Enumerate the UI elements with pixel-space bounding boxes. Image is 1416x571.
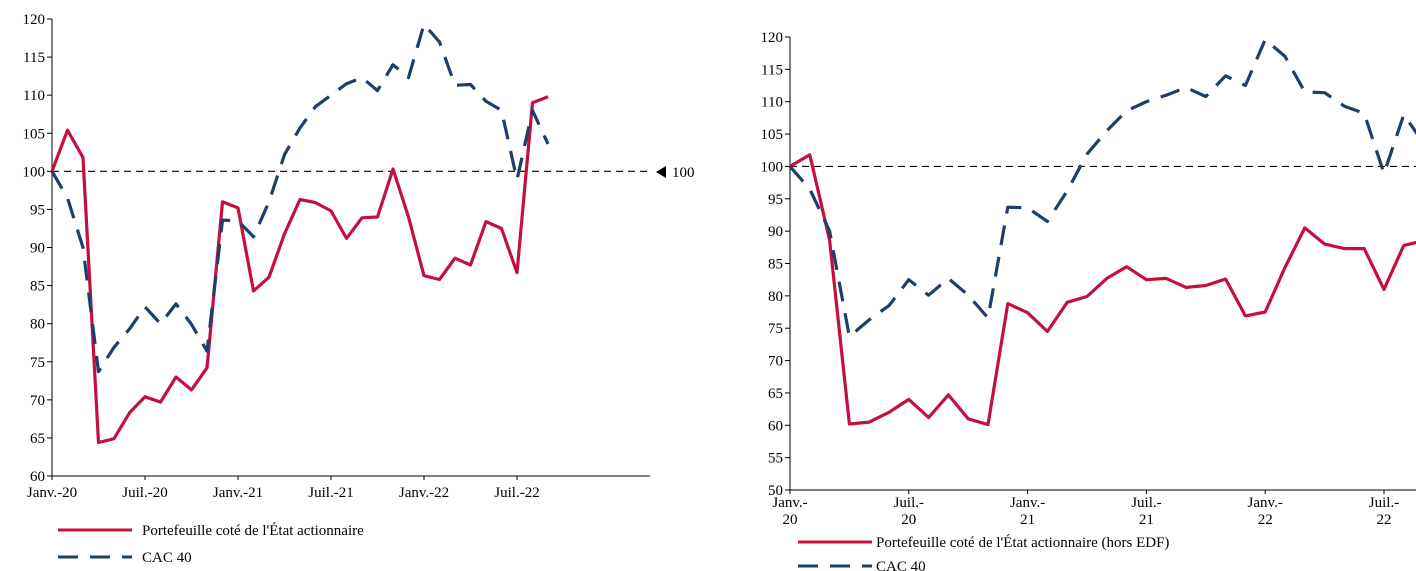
left-legend: Portefeuille coté de l'État actionnaire … <box>58 522 364 566</box>
left-y-tick-label: 75 <box>30 355 45 371</box>
left-legend-portfolio-label: Portefeuille coté de l'État actionnaire <box>142 522 364 539</box>
left-legend-cac-label: CAC 40 <box>142 550 192 566</box>
right-x-tick-label-year: 22 <box>1377 512 1392 528</box>
right-x-tick-label-year: 20 <box>901 512 916 528</box>
left-x-tick-labels: Janv.-20 Juil.-20 Janv.-21 Juil.-21 Janv.-22… <box>27 476 540 501</box>
right-y-tick-label: 50 <box>768 483 783 499</box>
right-y-tick-label: 55 <box>768 451 783 467</box>
left-y-tick-label: 105 <box>23 126 46 142</box>
left-series-cac40-line <box>50 22 550 374</box>
right-x-tick-label: Juil.- <box>894 495 924 511</box>
right-legend-cac-label: CAC 40 <box>876 559 926 571</box>
right-y-tick-label: 115 <box>761 62 783 78</box>
left-x-tick-label: Juil.-22 <box>494 485 539 501</box>
left-x-tick-label: Janv.-21 <box>213 485 263 501</box>
right-x-tick-label: Janv.- <box>772 495 807 511</box>
left-y-tick-label: 60 <box>30 469 45 485</box>
left-reference-marker <box>656 166 666 178</box>
right-series-lines <box>788 37 1416 427</box>
left-y-tick-label: 110 <box>23 88 45 104</box>
right-y-tick-label: 60 <box>768 418 783 434</box>
left-y-tick-label: 70 <box>30 393 45 409</box>
right-x-tick-label: Janv.- <box>1010 495 1045 511</box>
left-x-tick-label: Janv.-22 <box>399 485 449 501</box>
right-y-tick-label: 120 <box>761 30 784 46</box>
right-y-tick-label: 70 <box>768 354 783 370</box>
right-series-cac40-line <box>788 37 1416 339</box>
right-x-tick-label: Janv.- <box>1248 495 1283 511</box>
right-x-tick-label: Juil.- <box>1369 495 1399 511</box>
chart-left: 60 65 70 75 80 85 90 95 100 105 110 115 120 Janv.-20… <box>23 12 695 566</box>
left-y-tick-label: 90 <box>30 241 45 257</box>
left-y-ticks: 60 65 70 75 80 85 90 95 100 105 110 115 120 <box>23 12 52 485</box>
left-series-lines <box>50 22 550 445</box>
right-x-tick-label: Juil.- <box>1131 495 1161 511</box>
right-y-tick-label: 80 <box>768 289 783 305</box>
right-y-tick-label: 100 <box>761 159 784 175</box>
right-series-portfolio-line <box>789 153 1416 427</box>
right-x-tick-label-year: 22 <box>1258 512 1273 528</box>
right-x-tick-label-year: 21 <box>1139 512 1154 528</box>
right-y-tick-label: 95 <box>768 192 783 208</box>
right-y-tick-label: 75 <box>768 321 783 337</box>
left-reference-label: 100 <box>672 165 695 181</box>
left-y-tick-label: 115 <box>23 50 45 66</box>
right-y-ticks: 50 55 60 65 70 75 80 85 90 95 100 105 110 115 120 <box>761 30 790 499</box>
left-x-tick-label: Juil.-20 <box>122 485 167 501</box>
right-y-tick-label: 85 <box>768 257 783 273</box>
left-series-portfolio-line <box>50 95 549 445</box>
left-y-tick-label: 85 <box>30 279 45 295</box>
right-y-tick-label: 105 <box>761 127 784 143</box>
left-x-tick-label: Janv.-20 <box>27 485 77 501</box>
chart-right: 50 55 60 65 70 75 80 85 90 95 100 105 110 115 120 Janv… <box>761 30 1416 571</box>
right-x-tick-label-year: 21 <box>1020 512 1035 528</box>
left-y-tick-label: 100 <box>23 164 46 180</box>
right-y-tick-label: 90 <box>768 224 783 240</box>
right-legend: Portefeuille coté de l'État actionnaire … <box>798 534 1169 571</box>
left-y-tick-label: 120 <box>23 12 46 28</box>
left-y-tick-label: 80 <box>30 317 45 333</box>
right-x-tick-labels: Janv.-20Juil.-20Janv.-21Juil.-21Janv.-22… <box>772 490 1399 528</box>
right-x-tick-label-year: 20 <box>783 512 798 528</box>
left-y-tick-label: 65 <box>30 431 45 447</box>
right-y-tick-label: 65 <box>768 386 783 402</box>
left-x-tick-label: Juil.-21 <box>308 485 353 501</box>
right-legend-portfolio-label: Portefeuille coté de l'État actionnaire … <box>876 534 1169 551</box>
right-y-tick-label: 110 <box>761 95 783 111</box>
left-y-tick-label: 95 <box>30 202 45 218</box>
